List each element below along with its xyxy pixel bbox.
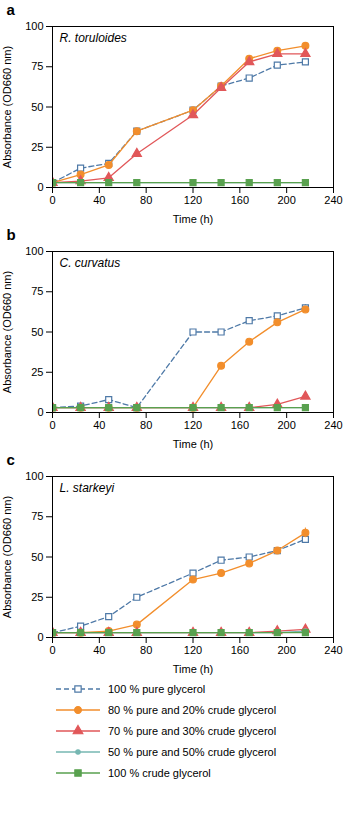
- svg-text:100: 100: [25, 20, 43, 32]
- svg-text:160: 160: [231, 419, 249, 431]
- svg-text:200: 200: [277, 644, 295, 656]
- svg-text:120: 120: [184, 419, 202, 431]
- svg-text:75: 75: [31, 60, 43, 72]
- svg-text:Time (h): Time (h): [173, 438, 214, 450]
- svg-text:80: 80: [140, 194, 152, 206]
- svg-text:25: 25: [31, 591, 43, 603]
- svg-text:0: 0: [37, 181, 43, 193]
- svg-text:160: 160: [231, 644, 249, 656]
- svg-text:80 % pure and 20% crude glycer: 80 % pure and 20% crude glycerol: [108, 704, 276, 716]
- svg-text:b: b: [7, 226, 16, 243]
- svg-text:Absorbance (OD660 nm): Absorbance (OD660 nm): [1, 271, 13, 393]
- svg-text:R. toruloides: R. toruloides: [60, 31, 127, 45]
- svg-text:200: 200: [277, 194, 295, 206]
- svg-text:40: 40: [93, 644, 105, 656]
- svg-text:240: 240: [324, 194, 342, 206]
- svg-text:80: 80: [140, 644, 152, 656]
- svg-text:120: 120: [184, 194, 202, 206]
- svg-text:c: c: [7, 451, 15, 468]
- svg-text:0: 0: [49, 419, 55, 431]
- svg-text:C. curvatus: C. curvatus: [60, 256, 121, 270]
- svg-text:40: 40: [93, 194, 105, 206]
- svg-text:Absorbance (OD660 nm): Absorbance (OD660 nm): [1, 496, 13, 618]
- svg-text:50: 50: [31, 326, 43, 338]
- svg-text:25: 25: [31, 366, 43, 378]
- svg-text:100 % pure glycerol: 100 % pure glycerol: [108, 683, 205, 695]
- svg-text:40: 40: [93, 419, 105, 431]
- svg-text:L. starkeyi: L. starkeyi: [60, 481, 115, 495]
- svg-text:100: 100: [25, 245, 43, 257]
- svg-text:0: 0: [49, 194, 55, 206]
- svg-text:80: 80: [140, 419, 152, 431]
- svg-text:0: 0: [49, 644, 55, 656]
- svg-text:120: 120: [184, 644, 202, 656]
- svg-text:100: 100: [25, 470, 43, 482]
- svg-text:75: 75: [31, 285, 43, 297]
- svg-text:Time (h): Time (h): [173, 663, 214, 675]
- svg-text:50 % pure and 50% crude glycer: 50 % pure and 50% crude glycerol: [108, 746, 276, 758]
- svg-text:75: 75: [31, 510, 43, 522]
- svg-text:0: 0: [37, 406, 43, 418]
- svg-text:50: 50: [31, 551, 43, 563]
- svg-text:200: 200: [277, 419, 295, 431]
- svg-text:100 % crude glycerol: 100 % crude glycerol: [108, 767, 211, 779]
- svg-text:240: 240: [324, 419, 342, 431]
- svg-text:50: 50: [31, 101, 43, 113]
- svg-text:0: 0: [37, 631, 43, 643]
- svg-text:a: a: [7, 1, 16, 18]
- svg-text:25: 25: [31, 141, 43, 153]
- svg-text:240: 240: [324, 644, 342, 656]
- svg-text:160: 160: [231, 194, 249, 206]
- svg-text:Absorbance (OD660 nm): Absorbance (OD660 nm): [1, 46, 13, 168]
- svg-text:70 % pure and 30% crude glycer: 70 % pure and 30% crude glycerol: [108, 725, 276, 737]
- svg-text:Time (h): Time (h): [173, 213, 214, 225]
